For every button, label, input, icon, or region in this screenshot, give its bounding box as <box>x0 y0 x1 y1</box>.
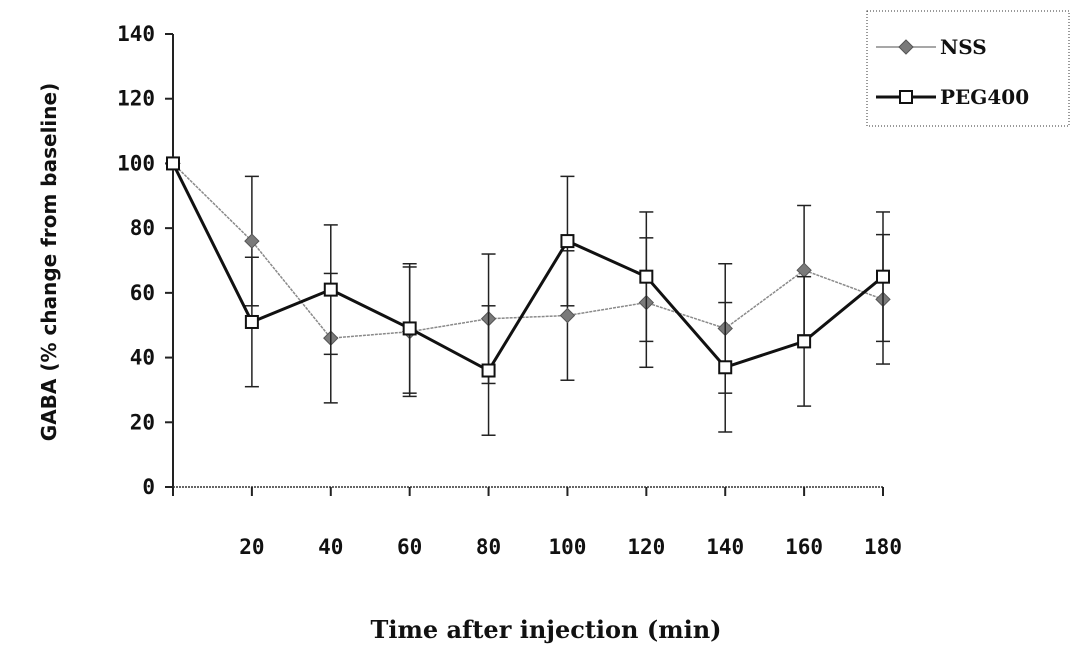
legend-label-nss: NSS <box>940 35 987 59</box>
peg400-point <box>166 156 180 171</box>
peg400-point <box>402 321 417 336</box>
x-tick-label: 20 <box>239 535 264 559</box>
y-axis-label: GABA (% change from baseline) <box>37 83 61 441</box>
peg400-series-line <box>171 162 884 373</box>
y-tick-label: 100 <box>117 151 155 175</box>
peg400-point <box>639 269 654 284</box>
peg400-point <box>244 314 259 329</box>
peg400-point <box>718 360 733 375</box>
y-tick-label: 0 <box>142 475 155 499</box>
peg400-point <box>876 269 890 284</box>
legend-marker-peg400 <box>899 90 913 104</box>
nss-point <box>244 233 260 249</box>
x-tick-label: 60 <box>397 535 422 559</box>
peg400-point <box>560 234 575 249</box>
x-tick-label: 120 <box>627 535 665 559</box>
x-tick-label: 40 <box>318 535 343 559</box>
x-tick-label: 100 <box>548 535 586 559</box>
x-tick-label: 160 <box>785 535 823 559</box>
legend-box <box>866 10 1070 127</box>
y-tick-label: 120 <box>117 87 155 111</box>
x-axis-label: Time after injection (min) <box>370 615 721 644</box>
peg400-point <box>323 282 338 297</box>
y-tick-label: 140 <box>117 22 155 46</box>
peg400-point <box>481 363 496 378</box>
nss-point <box>796 262 812 278</box>
nss-series-line <box>172 162 884 339</box>
legend: NSS PEG400 <box>866 10 1070 127</box>
legend-marker-nss <box>898 39 914 55</box>
legend-label-peg400: PEG400 <box>940 85 1029 109</box>
y-tick-label: 60 <box>130 281 155 305</box>
x-tick-label: 140 <box>706 535 744 559</box>
plot-area: 0 20 40 60 80 100 120 140 20 40 60 80 100 120 140 160 18… <box>117 22 902 559</box>
x-tick-label: 80 <box>476 535 501 559</box>
nss-point <box>559 307 576 324</box>
y-tick-label: 20 <box>130 410 155 434</box>
y-tick-label: 80 <box>130 216 155 240</box>
x-tick-label: 180 <box>864 535 902 559</box>
peg400-point <box>797 334 812 349</box>
y-tick-label: 40 <box>130 346 155 370</box>
